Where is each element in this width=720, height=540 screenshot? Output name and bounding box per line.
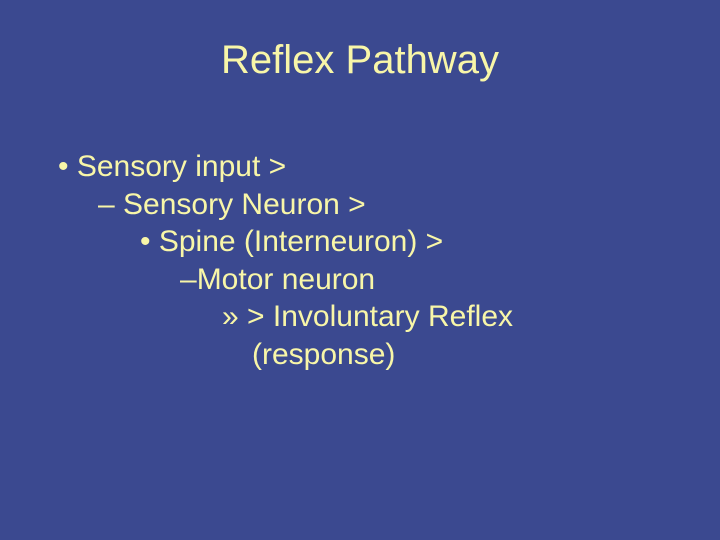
bullet-text: Sensory input > <box>77 150 286 183</box>
bullet-level3: Spine (Interneuron) > <box>140 223 513 261</box>
bullet-text: Motor neuron <box>197 263 375 296</box>
bullet-level2: Sensory Neuron > <box>98 186 513 224</box>
bullet-text: Spine (Interneuron) > <box>159 225 443 258</box>
bullet-level4: Motor neuron <box>180 261 513 299</box>
slide-title: Reflex Pathway <box>0 38 720 83</box>
bullet-text: (response) <box>252 338 395 371</box>
bullet-level1: Sensory input > <box>58 148 513 186</box>
slide: Reflex Pathway Sensory input > Sensory N… <box>0 0 720 540</box>
bullet-text: Sensory Neuron > <box>123 188 366 221</box>
bullet-level5-cont: (response) <box>252 336 513 374</box>
bullet-level5: > Involuntary Reflex <box>222 298 513 336</box>
slide-body: Sensory input > Sensory Neuron > Spine (… <box>58 148 513 373</box>
bullet-text: > Involuntary Reflex <box>247 300 513 333</box>
